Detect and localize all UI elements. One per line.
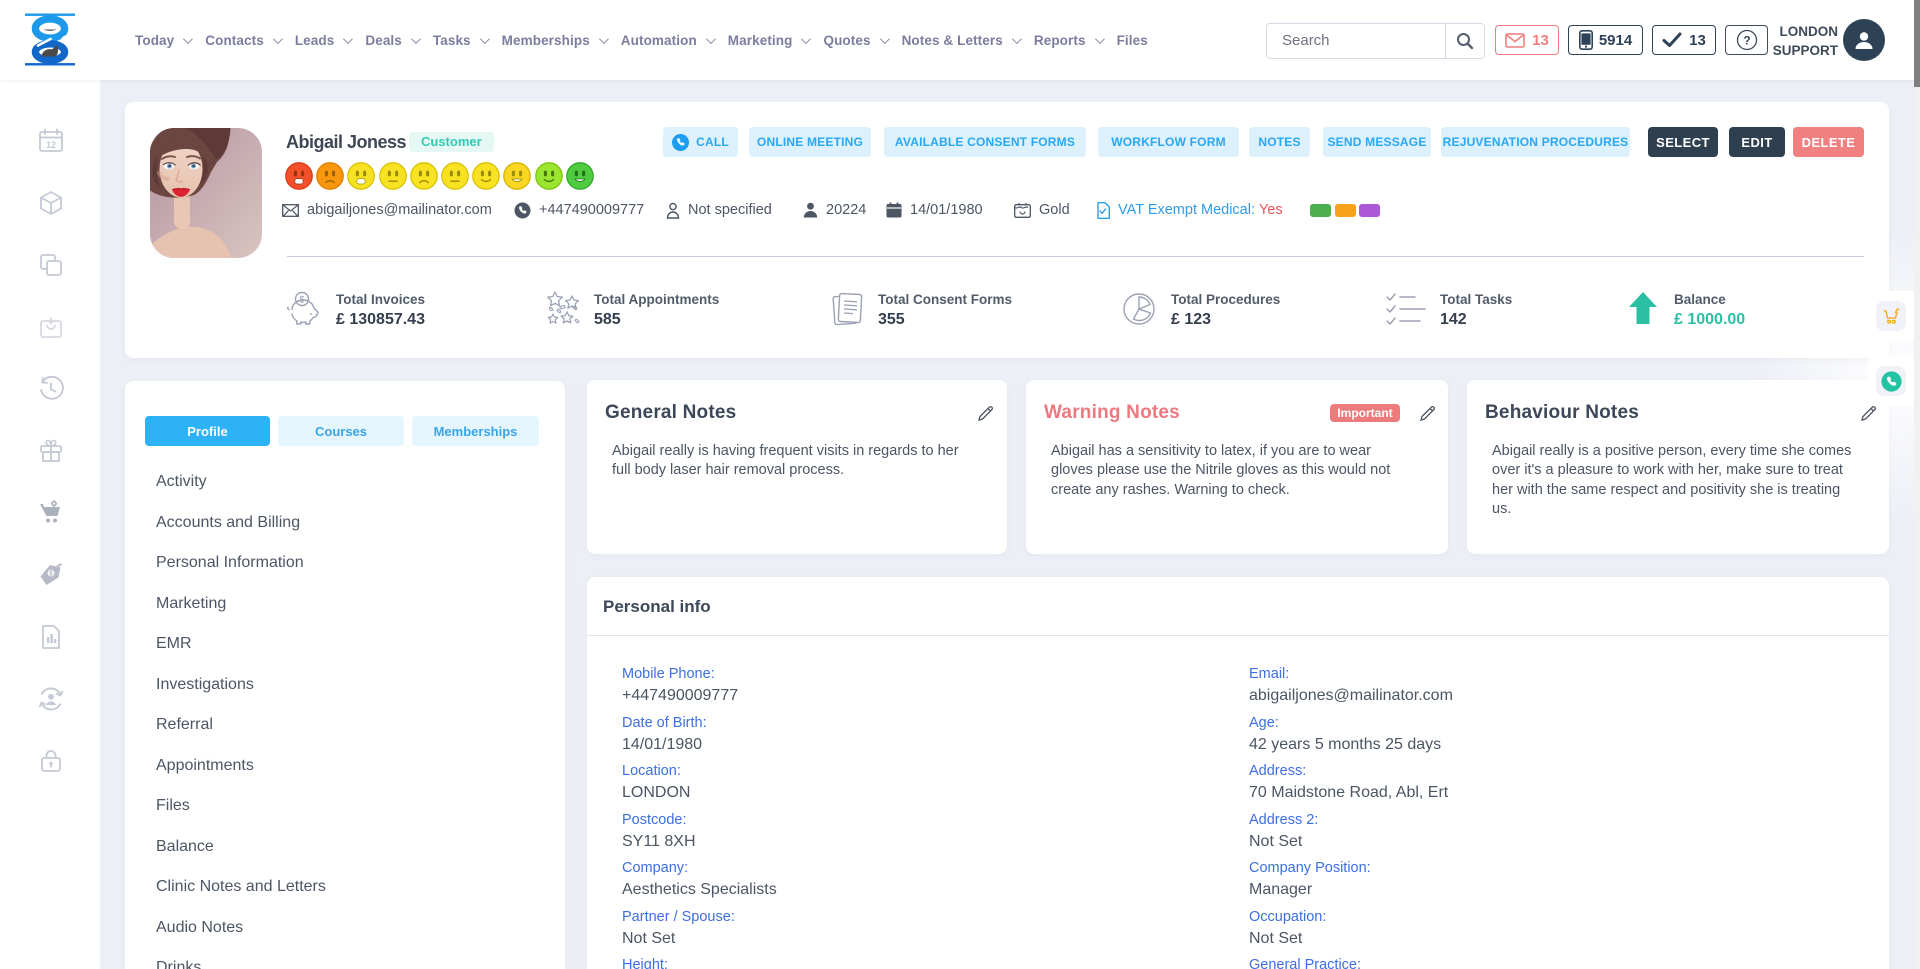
svg-text:$: $: [49, 571, 53, 578]
svg-text:?: ?: [1743, 34, 1750, 48]
svg-text:12: 12: [46, 140, 56, 150]
